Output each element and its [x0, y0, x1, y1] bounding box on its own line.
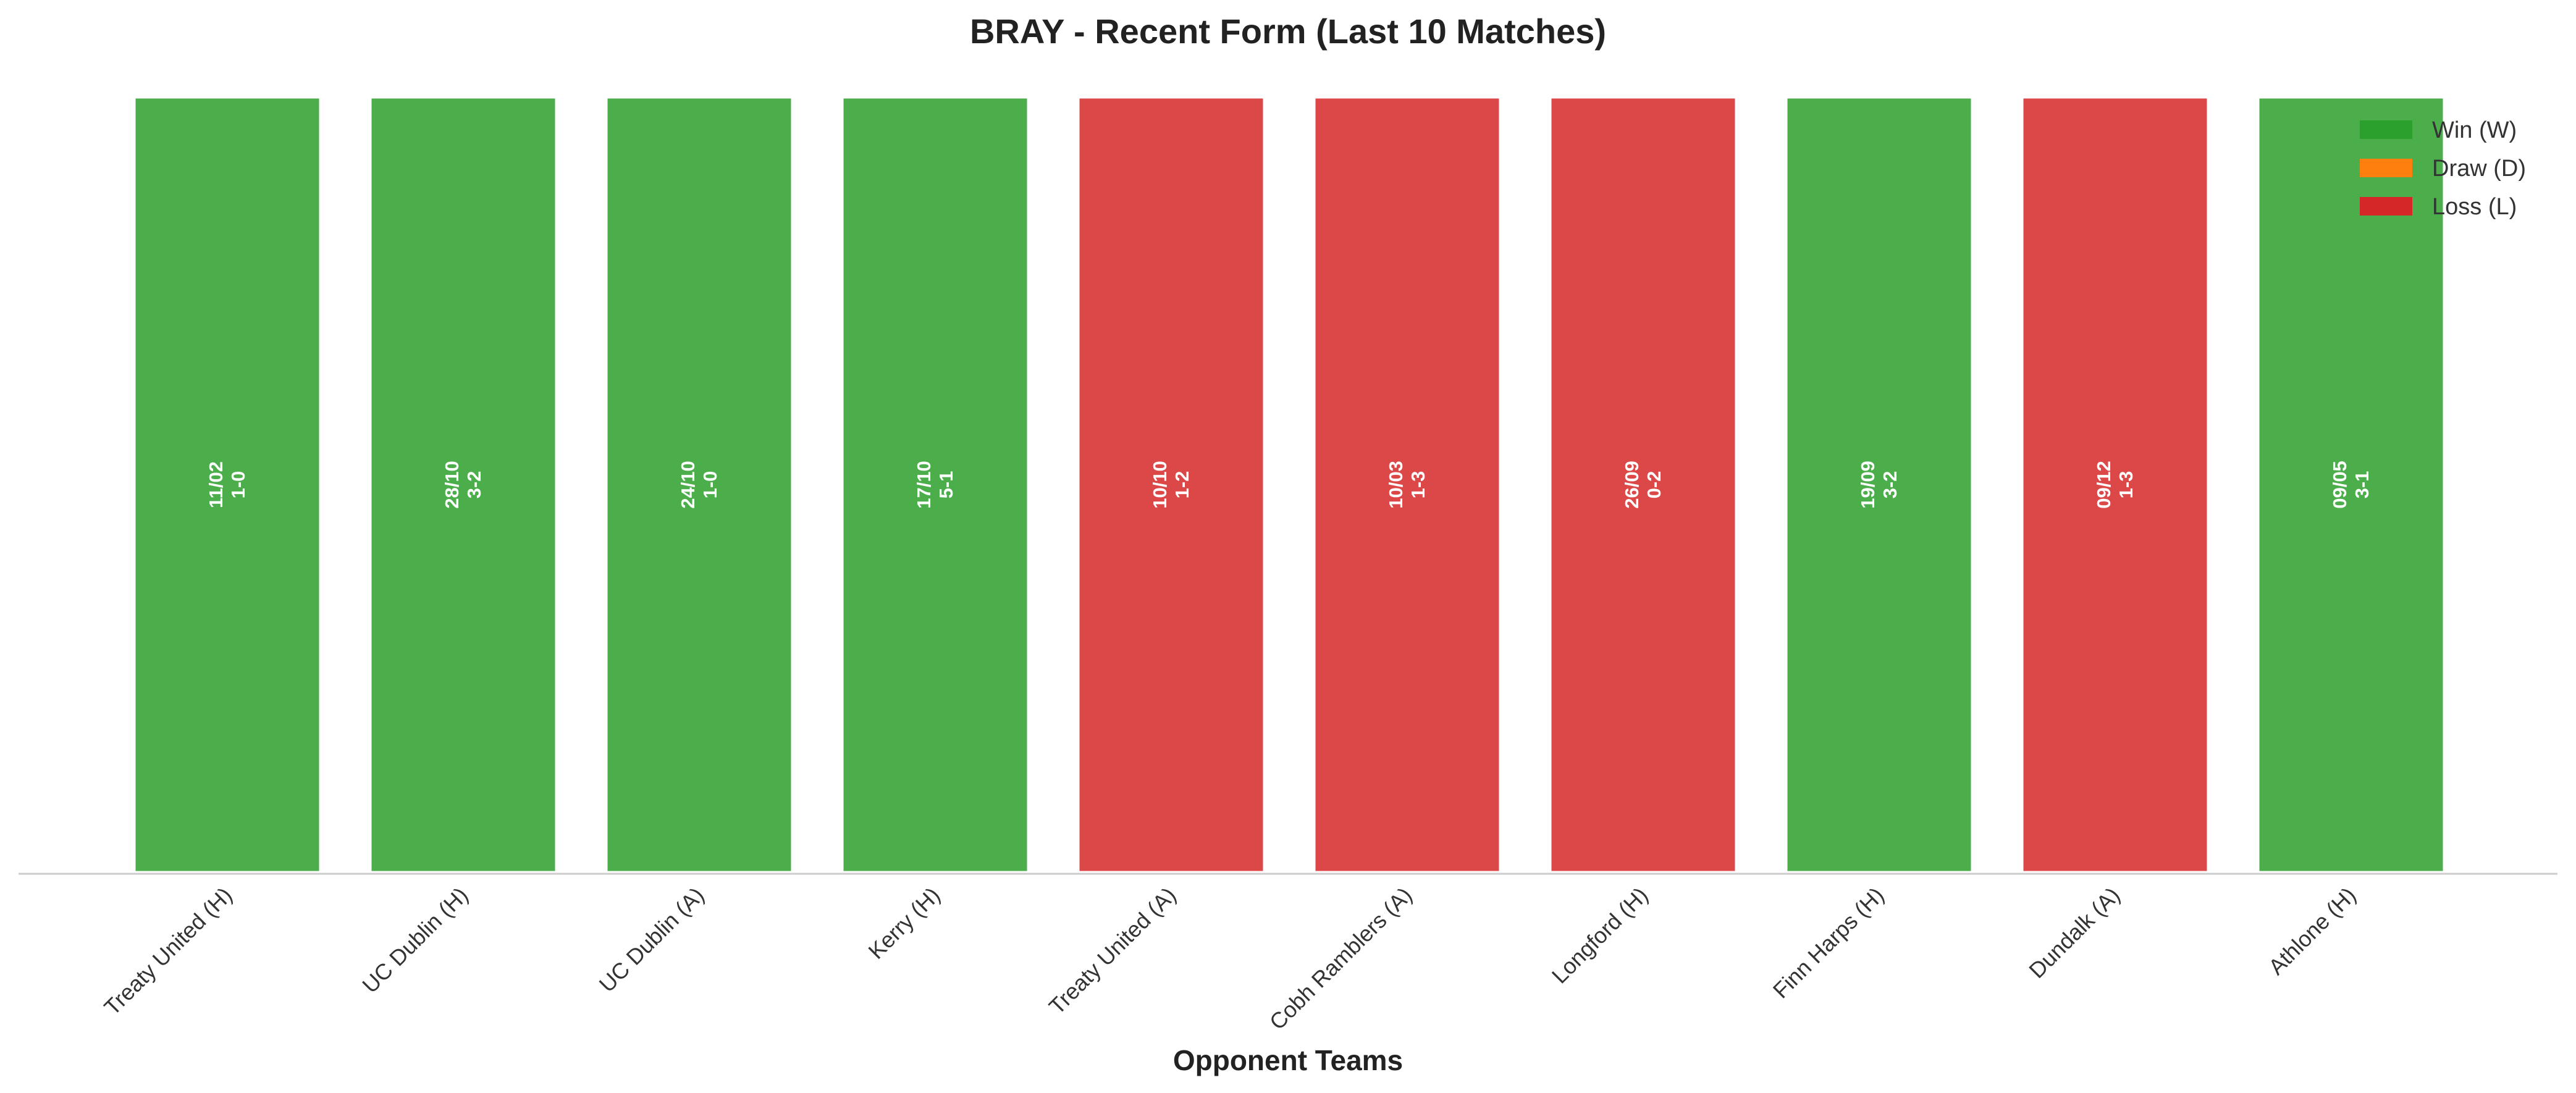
- bars-group: 11/021-0 28/103-2 24/101-0 17/105-1 10/101-2…: [133, 96, 2445, 873]
- bar-score: 3-2: [1879, 471, 1901, 499]
- bar-10: [2257, 96, 2445, 873]
- bar-score: 5-1: [935, 471, 957, 499]
- bar-date: 10/03: [1385, 461, 1407, 509]
- bar-label-1: 11/021-0: [205, 461, 249, 508]
- bar-label-7: 26/090-2: [1621, 461, 1665, 509]
- bar-date: 09/05: [2329, 461, 2351, 509]
- legend-swatch-w: [2360, 120, 2412, 139]
- x-tick-label-10: Athlone (H): [2263, 882, 2361, 980]
- x-tick-label-4: Kerry (H): [863, 882, 945, 964]
- bar-date: 17/10: [913, 461, 935, 509]
- legend-label-l: Loss (L): [2432, 194, 2517, 220]
- bar-4: [841, 96, 1029, 873]
- bar-label-9: 09/121-3: [2093, 461, 2137, 509]
- bar-date: 11/02: [205, 461, 227, 508]
- bar-date: 19/09: [1857, 461, 1879, 509]
- bar-9: [2021, 96, 2209, 873]
- x-tick-label-2: UC Dublin (H): [357, 882, 473, 998]
- x-tick-label-5: Treaty United (A): [1044, 882, 1181, 1020]
- bar-6: [1313, 96, 1501, 873]
- bar-7: [1549, 96, 1737, 873]
- bar-score: 1-0: [227, 471, 249, 499]
- legend-label-w: Win (W): [2432, 117, 2517, 143]
- bar-label-10: 09/053-1: [2329, 461, 2373, 509]
- bar-label-4: 17/105-1: [913, 461, 957, 509]
- chart-title: BRAY - Recent Form (Last 10 Matches): [970, 12, 1606, 51]
- legend-label-d: Draw (D): [2432, 156, 2526, 182]
- bar-score: 1-3: [2115, 471, 2137, 499]
- bar-label-3: 24/101-0: [677, 461, 721, 509]
- bar-label-2: 28/103-2: [441, 461, 485, 509]
- bar-score: 0-2: [1643, 471, 1665, 499]
- legend-swatch-d: [2360, 159, 2412, 177]
- bar-date: 28/10: [441, 461, 463, 509]
- bar-2: [369, 96, 557, 873]
- bar-score: 1-0: [699, 471, 721, 499]
- bar-label-5: 10/101-2: [1149, 461, 1193, 509]
- bar-score: 3-2: [463, 471, 485, 499]
- x-axis-label: Opponent Teams: [1173, 1044, 1403, 1076]
- x-tick-label-9: Dundalk (A): [2024, 882, 2124, 983]
- x-tick-labels: Treaty United (H) UC Dublin (H) UC Dublin …: [99, 882, 2360, 1035]
- x-tick-label-3: UC Dublin (A): [594, 882, 709, 997]
- bar-label-8: 19/093-2: [1857, 461, 1901, 509]
- bar-date: 09/12: [2093, 461, 2115, 509]
- bar-score: 1-2: [1171, 471, 1193, 499]
- bar-date: 24/10: [677, 461, 699, 509]
- x-tick-label-8: Finn Harps (H): [1768, 882, 1889, 1003]
- bar-8: [1785, 96, 1973, 873]
- bar-5: [1077, 96, 1265, 873]
- bar-score: 1-3: [1407, 471, 1429, 499]
- bar-date: 26/09: [1621, 461, 1643, 509]
- x-tick-label-1: Treaty United (H): [99, 882, 237, 1020]
- x-tick-label-6: Cobh Ramblers (A): [1265, 882, 1417, 1035]
- bar-1: [133, 96, 321, 873]
- x-tick-label-7: Longford (H): [1547, 882, 1653, 989]
- bar-date: 10/10: [1149, 461, 1171, 509]
- legend: Win (W) Draw (D) Loss (L): [2360, 117, 2526, 220]
- legend-swatch-l: [2360, 197, 2412, 216]
- bar-label-6: 10/031-3: [1385, 461, 1429, 509]
- bar-score: 3-1: [2351, 471, 2373, 499]
- bar-3: [605, 96, 793, 873]
